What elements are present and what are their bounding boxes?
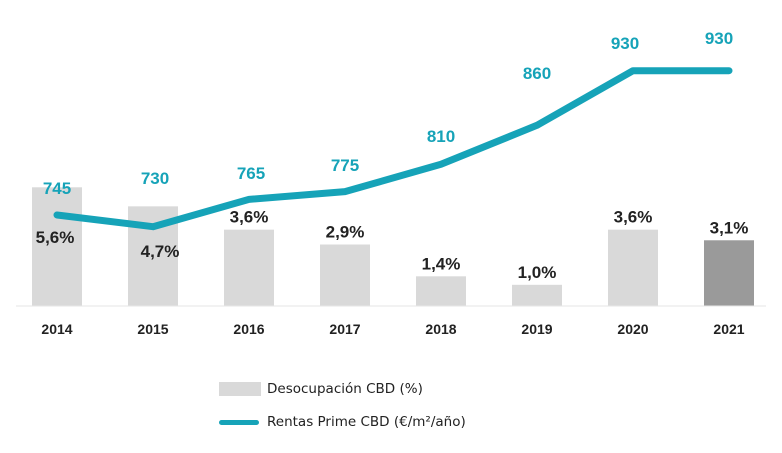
legend-bar-swatch bbox=[219, 382, 261, 396]
legend-item-line: Rentas Prime CBD (€/m²/año) bbox=[219, 414, 466, 430]
x-tick-2021: 2021 bbox=[713, 321, 744, 337]
line-label-2019: 860 bbox=[523, 64, 551, 83]
x-tick-2015: 2015 bbox=[137, 321, 168, 337]
bar-label-2014: 5,6% bbox=[36, 228, 75, 247]
bar-label-2015: 4,7% bbox=[141, 242, 180, 261]
bar-2021 bbox=[704, 240, 754, 306]
bar-2016 bbox=[224, 229, 274, 306]
bar-label-2018: 1,4% bbox=[422, 254, 461, 273]
bar-2017 bbox=[320, 244, 370, 306]
bar-label-2017: 2,9% bbox=[326, 223, 365, 242]
x-tick-2020: 2020 bbox=[617, 321, 648, 337]
x-tick-2018: 2018 bbox=[425, 321, 456, 337]
line-label-2021: 930 bbox=[705, 29, 733, 48]
bar-2019 bbox=[512, 284, 562, 306]
x-tick-2019: 2019 bbox=[521, 321, 552, 337]
legend-line-swatch bbox=[219, 419, 259, 425]
line-data-labels: 745 730 765 775 810 860 930 930 bbox=[43, 29, 733, 198]
bar-label-2021: 3,1% bbox=[710, 218, 749, 237]
bar-data-labels: 5,6% 4,7% 3,6% 2,9% 1,4% 1,0% 3,6% 3,1% bbox=[36, 208, 749, 282]
bar-2014 bbox=[32, 187, 82, 306]
line-label-2014: 745 bbox=[43, 179, 71, 198]
line-series bbox=[53, 67, 733, 231]
line-label-2018: 810 bbox=[427, 127, 455, 146]
line-label-2015: 730 bbox=[141, 169, 169, 188]
bar-label-2016: 3,6% bbox=[230, 208, 269, 227]
line-label-2016: 765 bbox=[237, 164, 265, 183]
line-label-2017: 775 bbox=[331, 156, 359, 175]
legend-item-bar: Desocupación CBD (%) bbox=[219, 381, 423, 397]
x-tick-2014: 2014 bbox=[41, 321, 72, 337]
bar-2018 bbox=[416, 276, 466, 306]
bar-label-2019: 1,0% bbox=[518, 263, 557, 282]
x-axis-ticks: 2014 2015 2016 2017 2018 2019 2020 2021 bbox=[41, 321, 744, 337]
bar-label-2020: 3,6% bbox=[614, 208, 653, 227]
x-tick-2016: 2016 bbox=[233, 321, 264, 337]
bar-2020 bbox=[608, 229, 658, 306]
legend-bar-label: Desocupación CBD (%) bbox=[267, 381, 423, 397]
line-label-2020: 930 bbox=[611, 34, 639, 53]
legend-line-label: Rentas Prime CBD (€/m²/año) bbox=[267, 414, 466, 430]
x-tick-2017: 2017 bbox=[329, 321, 360, 337]
